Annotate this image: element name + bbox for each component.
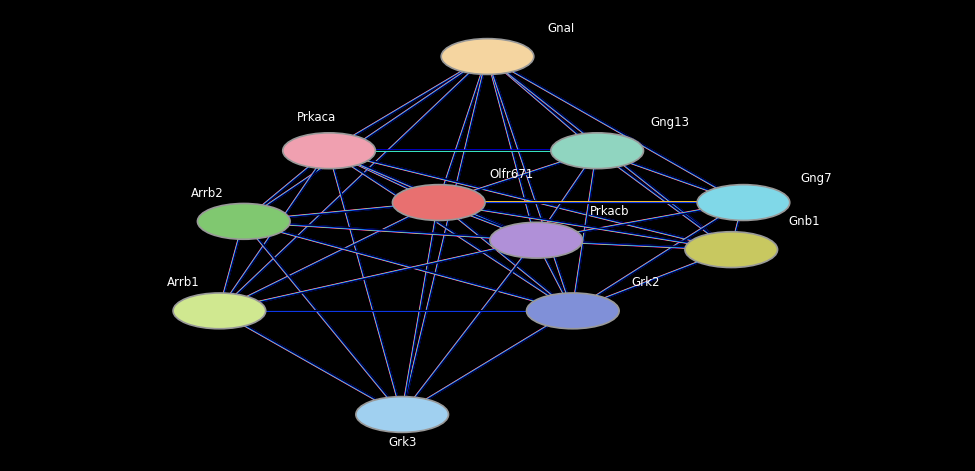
Text: Gnb1: Gnb1 — [789, 215, 820, 228]
Circle shape — [697, 185, 790, 220]
Text: GnaI: GnaI — [547, 22, 574, 35]
Circle shape — [441, 39, 534, 74]
Circle shape — [489, 222, 583, 258]
Text: Grk2: Grk2 — [632, 276, 660, 289]
Circle shape — [356, 397, 448, 432]
Circle shape — [684, 232, 778, 268]
Circle shape — [197, 203, 291, 239]
Text: Arrb2: Arrb2 — [191, 187, 223, 200]
Text: Prkacb: Prkacb — [590, 205, 629, 219]
Text: Gng7: Gng7 — [800, 172, 833, 186]
Circle shape — [551, 133, 644, 169]
Text: Gng13: Gng13 — [651, 116, 690, 129]
Circle shape — [526, 293, 619, 329]
Circle shape — [392, 185, 486, 220]
Text: Olfr671: Olfr671 — [489, 168, 534, 181]
Text: Grk3: Grk3 — [388, 436, 416, 449]
Text: Arrb1: Arrb1 — [167, 276, 199, 289]
Circle shape — [283, 133, 375, 169]
Circle shape — [174, 293, 266, 329]
Text: Prkaca: Prkaca — [297, 111, 336, 124]
